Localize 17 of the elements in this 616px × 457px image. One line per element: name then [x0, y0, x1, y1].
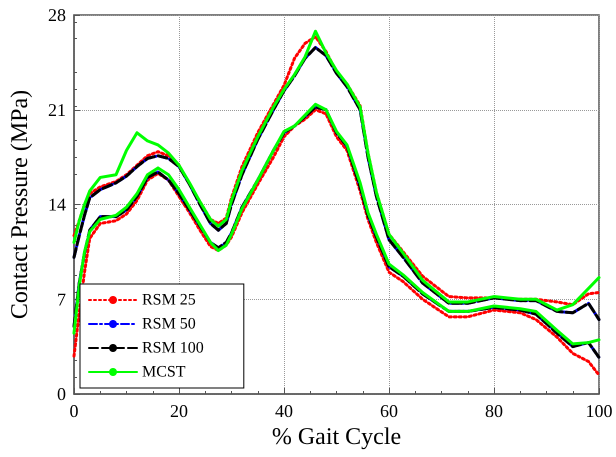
y-tick-label: 14 — [48, 194, 66, 214]
y-tick-label: 0 — [57, 384, 66, 404]
x-tick-label: 80 — [485, 401, 503, 421]
legend-label: RSM 50 — [142, 316, 196, 332]
y-tick-label: 7 — [57, 289, 66, 310]
x-tick-label: 60 — [380, 401, 398, 421]
legend-label: MCST — [142, 364, 186, 380]
x-tick-label: 0 — [70, 401, 78, 421]
x-tick-label: 20 — [170, 401, 188, 421]
legend-label: RSM 100 — [142, 340, 204, 356]
legend-label: RSM 25 — [142, 292, 196, 308]
x-tick-label: 40 — [275, 401, 293, 421]
x-axis-title: % Gait Cycle — [272, 424, 402, 450]
y-tick-label: 21 — [48, 100, 66, 120]
x-tick-label: 100 — [586, 401, 612, 421]
y-tick-label: 28 — [48, 5, 66, 25]
y-axis-title: Contact Pressure (MPa) — [7, 90, 33, 320]
